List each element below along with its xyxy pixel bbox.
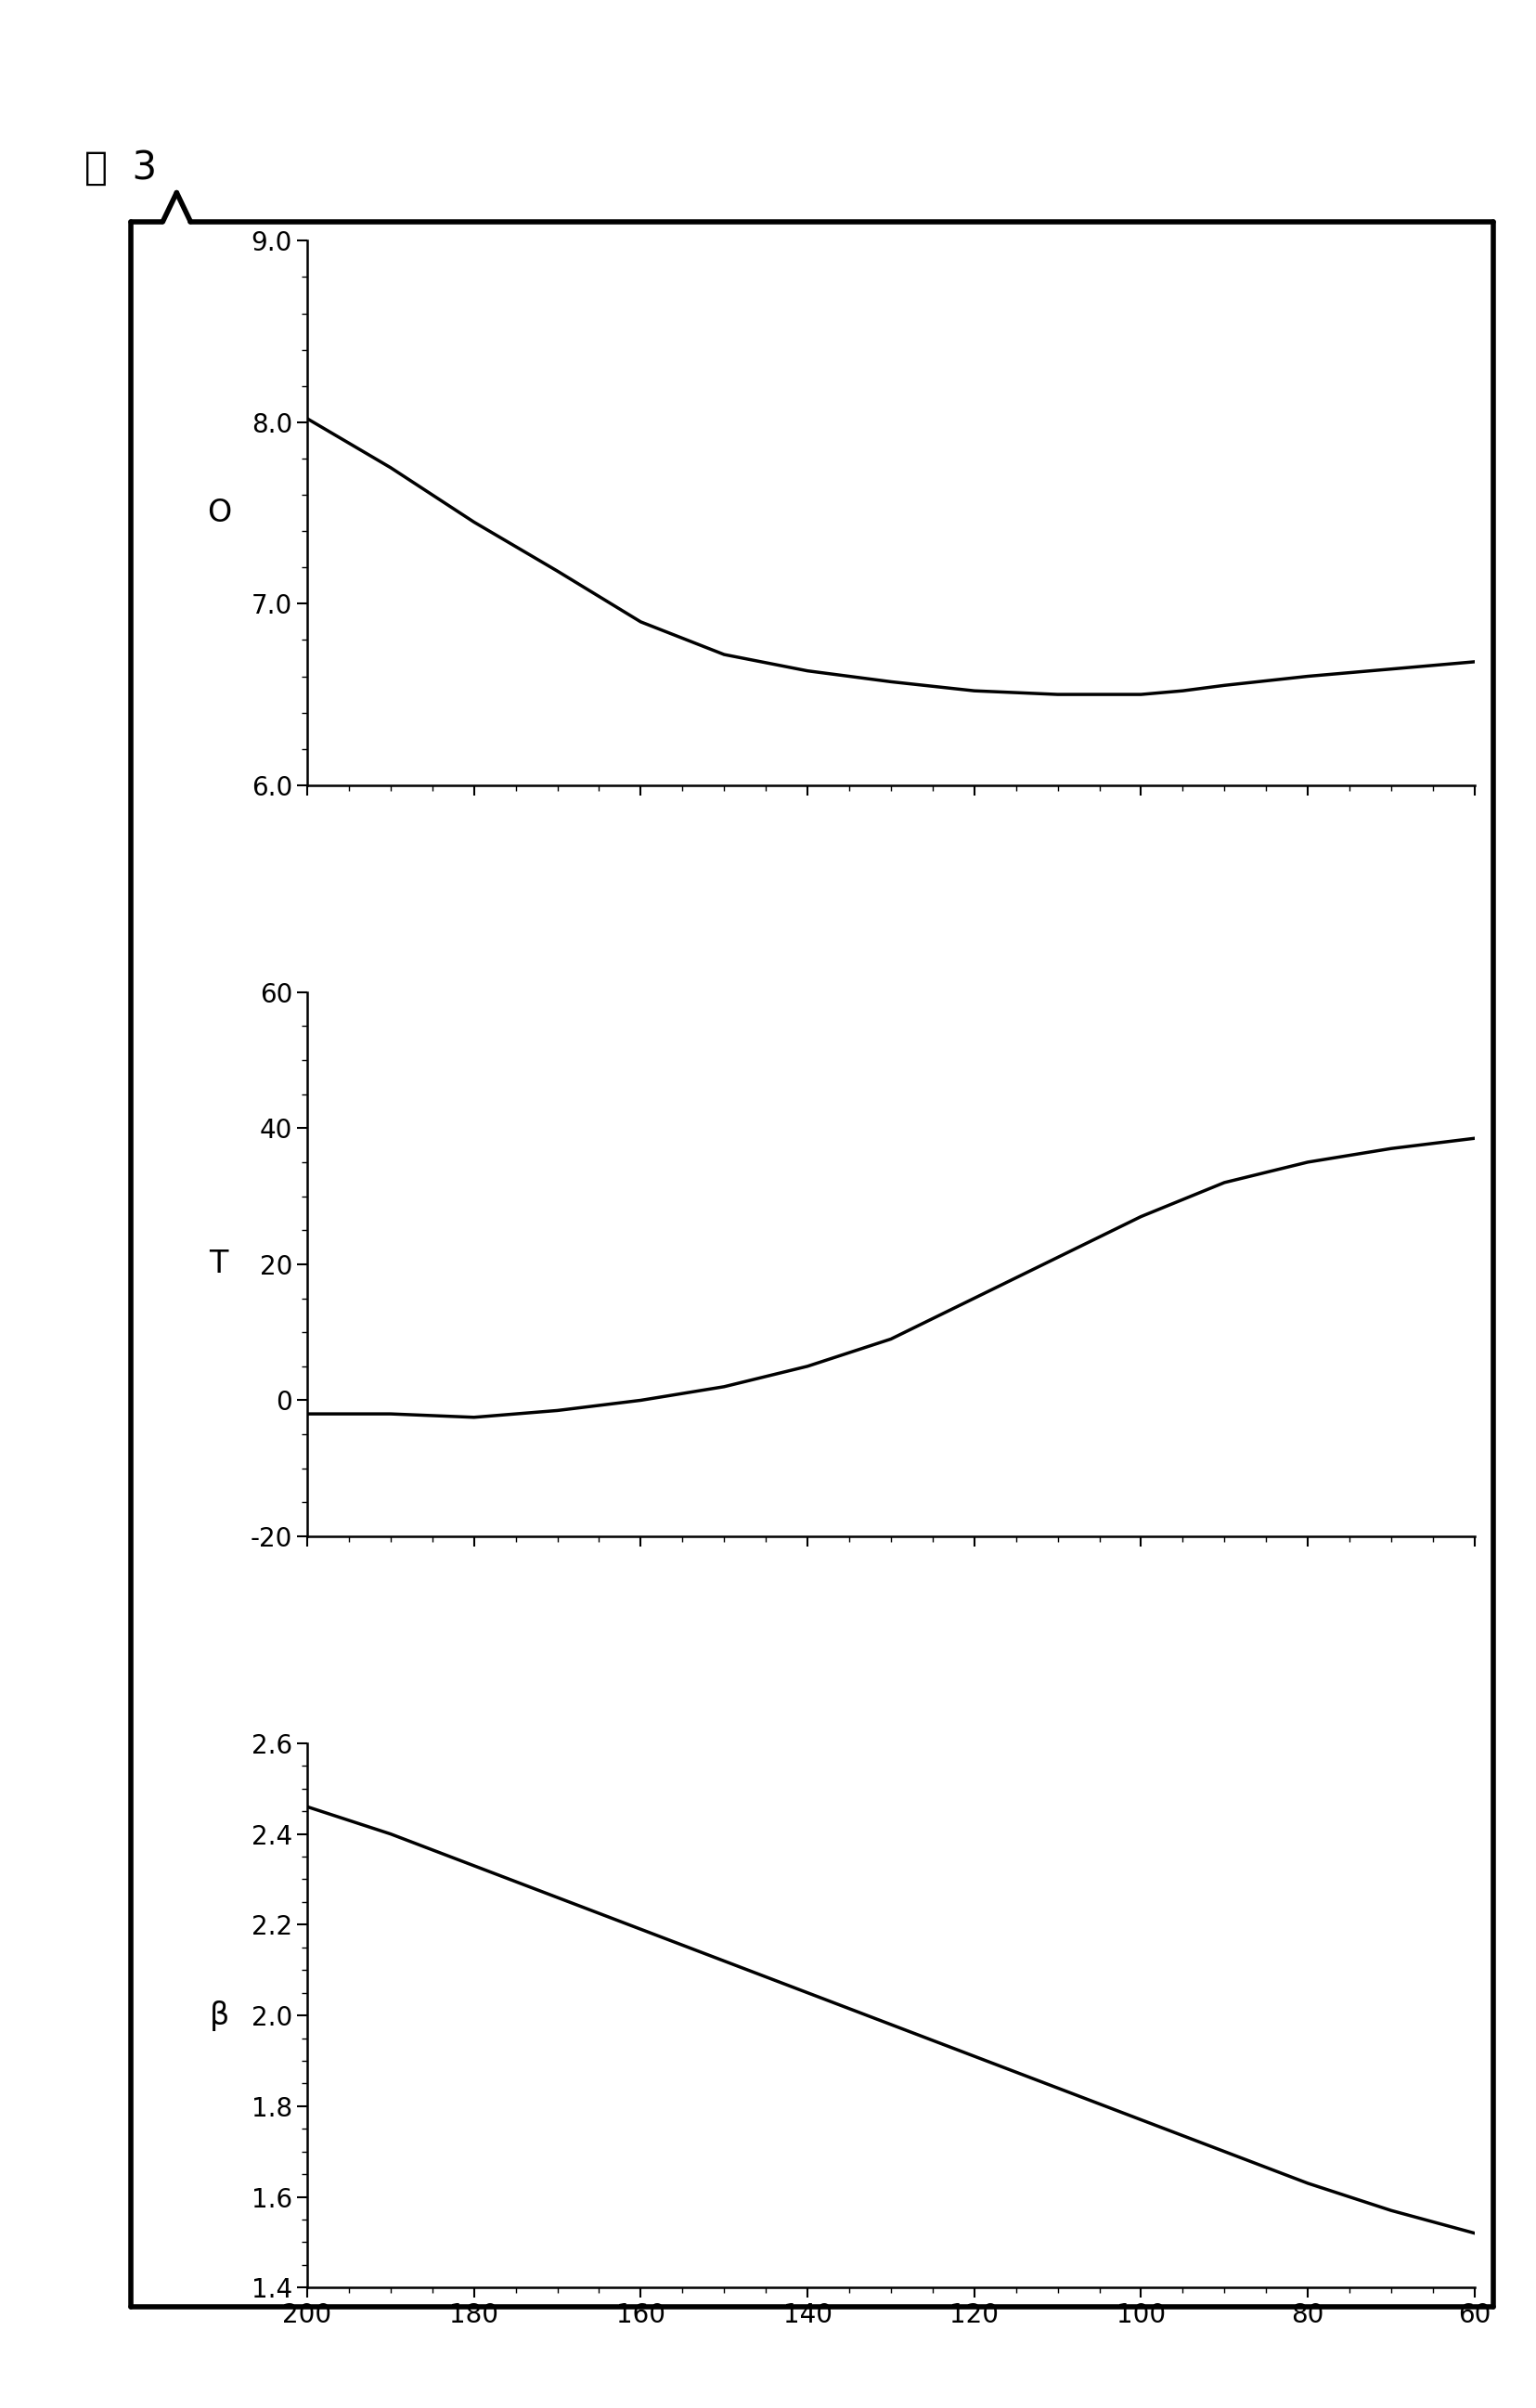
Y-axis label: O: O <box>207 498 230 527</box>
Y-axis label: T: T <box>209 1250 227 1279</box>
Text: 图  3: 图 3 <box>84 149 157 188</box>
Y-axis label: β: β <box>209 2001 229 2030</box>
